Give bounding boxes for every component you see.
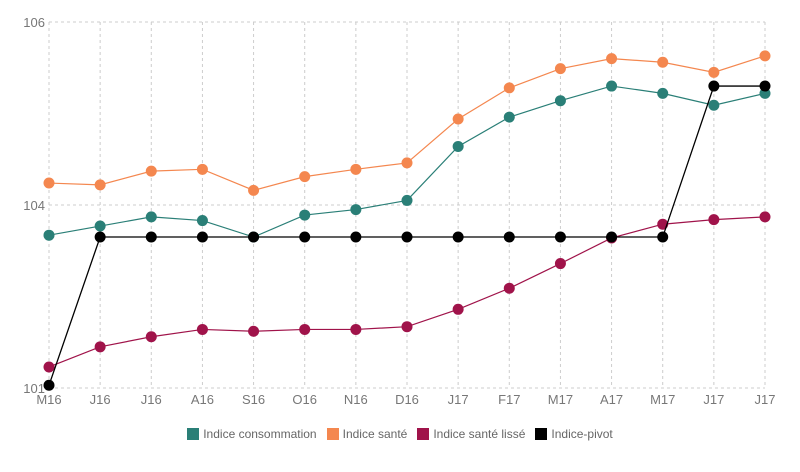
data-point: [350, 204, 362, 216]
data-point: [401, 157, 413, 169]
x-tick-label: J16: [141, 392, 162, 407]
data-point: [196, 163, 208, 175]
x-tick-label: O16: [292, 392, 317, 407]
data-point: [503, 231, 515, 243]
data-point: [708, 80, 720, 92]
data-point: [554, 95, 566, 107]
data-point: [196, 323, 208, 335]
y-tick-label: 101: [23, 381, 45, 396]
data-point: [503, 282, 515, 294]
data-point: [606, 80, 618, 92]
data-point: [452, 231, 464, 243]
data-point: [145, 165, 157, 177]
data-point: [606, 231, 618, 243]
data-point: [299, 323, 311, 335]
data-point: [299, 231, 311, 243]
data-point: [401, 231, 413, 243]
x-tick-label: A17: [600, 392, 623, 407]
data-point: [248, 184, 260, 196]
x-tick-label: J17: [448, 392, 469, 407]
data-point: [94, 220, 106, 232]
data-point: [94, 341, 106, 353]
data-point: [657, 56, 669, 68]
legend-swatch: [535, 428, 548, 440]
x-tick-label: D16: [395, 392, 419, 407]
data-point: [554, 258, 566, 270]
data-point: [452, 303, 464, 315]
data-point: [759, 80, 771, 92]
data-point: [145, 211, 157, 223]
data-point: [708, 214, 720, 226]
x-tick-label: N16: [344, 392, 368, 407]
chart-plot: M16 J16 J16 A16 S16 O16 N16 D16 J17 F17 M17 A17 M17 J…: [23, 15, 776, 407]
data-point: [299, 209, 311, 221]
data-point: [43, 177, 55, 189]
data-point: [43, 361, 55, 373]
data-point: [503, 82, 515, 94]
legend-label: Indice santé lissé: [433, 427, 526, 441]
legend-label: Indice consommation: [203, 427, 317, 441]
data-point: [145, 231, 157, 243]
data-point: [299, 171, 311, 183]
data-point: [94, 231, 106, 243]
legend: Indice consommation Indice santé Indice sa…: [0, 427, 800, 441]
data-point: [248, 325, 260, 337]
data-point: [503, 111, 515, 123]
data-point: [401, 321, 413, 333]
legend-item[interactable]: Indice santé lissé: [417, 427, 525, 441]
data-point: [401, 194, 413, 206]
data-point: [708, 99, 720, 111]
x-tick-label: S16: [242, 392, 265, 407]
data-point: [196, 215, 208, 227]
data-point: [554, 63, 566, 75]
y-tick-label: 106: [23, 15, 45, 30]
data-point: [350, 163, 362, 175]
x-tick-label: J17: [755, 392, 776, 407]
data-point: [43, 379, 55, 391]
data-point: [759, 211, 771, 223]
data-point: [350, 323, 362, 335]
data-point: [554, 231, 566, 243]
data-point: [657, 87, 669, 99]
legend-item[interactable]: Indice santé: [326, 427, 408, 441]
data-point: [248, 231, 260, 243]
data-point: [657, 231, 669, 243]
data-point: [94, 179, 106, 191]
x-tick-label: J16: [90, 392, 111, 407]
legend-item[interactable]: Indice-pivot: [535, 427, 613, 441]
legend-swatch: [187, 428, 200, 440]
data-point: [350, 231, 362, 243]
legend-swatch: [417, 428, 430, 440]
data-point: [759, 50, 771, 62]
data-point: [196, 231, 208, 243]
data-point: [452, 140, 464, 152]
x-tick-label: A16: [191, 392, 214, 407]
y-tick-label: 104: [23, 198, 45, 213]
legend-label: Indice-pivot: [551, 427, 613, 441]
x-tick-label: M17: [548, 392, 573, 407]
x-tick-label: M16: [36, 392, 61, 407]
legend-label: Indice santé: [342, 427, 408, 441]
data-point: [452, 113, 464, 125]
x-tick-label: J17: [703, 392, 724, 407]
x-tick-label: M17: [650, 392, 675, 407]
legend-item[interactable]: Indice consommation: [187, 427, 317, 441]
x-tick-label: F17: [498, 392, 520, 407]
data-point: [145, 331, 157, 343]
data-point: [43, 229, 55, 241]
data-point: [606, 53, 618, 65]
data-point: [708, 66, 720, 78]
legend-swatch: [326, 428, 339, 440]
